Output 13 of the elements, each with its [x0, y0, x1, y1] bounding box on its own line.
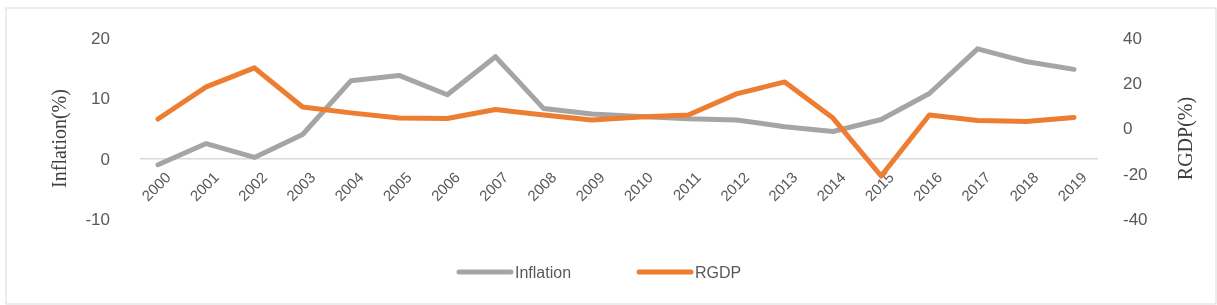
legend-label: Inflation — [515, 263, 572, 281]
y2-axis-title: RGDP(%) — [1174, 96, 1197, 181]
y-tick-label: 20 — [91, 28, 110, 48]
y2-tick-label: -20 — [1123, 164, 1148, 184]
y-tick-label: -10 — [85, 209, 110, 229]
y2-tick-label: -40 — [1123, 209, 1148, 229]
y-tick-label: 10 — [91, 89, 110, 109]
y2-tick-label: 20 — [1123, 74, 1142, 94]
y-tick-label: 0 — [100, 149, 110, 169]
legend-label: RGDP — [695, 263, 742, 281]
y2-tick-label: 40 — [1123, 28, 1142, 48]
y-axis-title: Inflation(%) — [48, 89, 71, 188]
y2-tick-label: 0 — [1123, 119, 1133, 139]
